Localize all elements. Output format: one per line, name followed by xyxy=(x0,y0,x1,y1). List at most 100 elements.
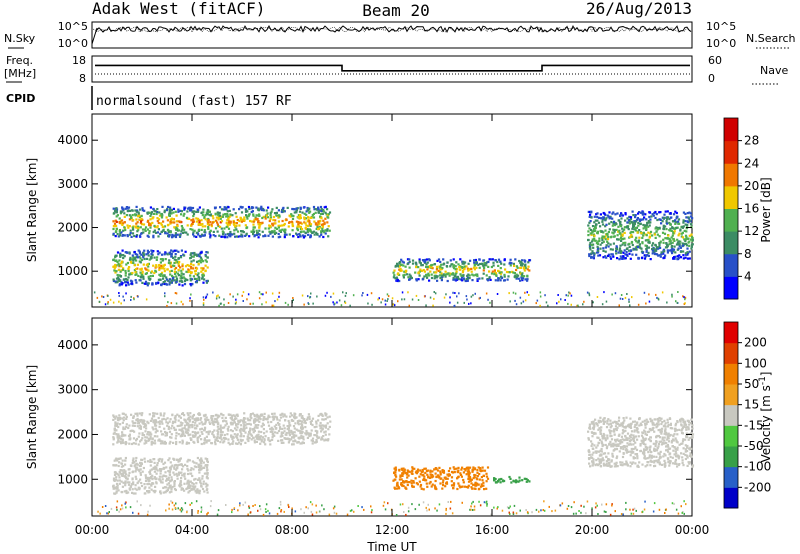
echo-cell xyxy=(499,275,503,278)
echo-cell xyxy=(173,466,176,469)
echo-cell xyxy=(591,225,595,228)
echo-noise-cell xyxy=(648,293,650,296)
echo-cell xyxy=(657,254,660,257)
echo-cell xyxy=(300,420,304,423)
echo-cell xyxy=(314,429,317,432)
echo-cell xyxy=(258,229,261,232)
echo-cell xyxy=(680,429,683,432)
echo-cell xyxy=(675,243,679,246)
echo-cell xyxy=(146,234,149,237)
echo-cell xyxy=(668,243,671,246)
echo-noise-cell xyxy=(514,292,517,295)
echo-cell xyxy=(326,208,329,211)
echo-cell xyxy=(132,492,135,495)
echo-cell xyxy=(169,468,172,471)
echo-cell xyxy=(185,441,189,444)
echo-cell xyxy=(405,473,408,476)
echo-cell xyxy=(198,468,201,471)
echo-cell xyxy=(676,238,679,241)
echo-cell xyxy=(614,213,617,216)
echo-cell xyxy=(626,217,629,220)
echo-cell xyxy=(228,220,231,223)
echo-cell xyxy=(640,250,644,253)
echo-cell xyxy=(144,476,148,479)
echo-cell xyxy=(150,484,153,487)
echo-cell xyxy=(677,234,680,237)
echo-cell xyxy=(200,482,203,485)
echo-cell xyxy=(300,431,303,434)
echo-cell xyxy=(683,229,686,232)
echo-cell xyxy=(479,485,483,488)
echo-cell xyxy=(441,266,444,270)
echo-cell xyxy=(511,270,514,273)
echo-cell xyxy=(168,278,172,281)
echo-cell xyxy=(116,436,119,439)
echo-cell xyxy=(135,477,138,481)
echo-cell xyxy=(162,264,165,267)
echo-cell xyxy=(138,255,141,258)
echo-cell xyxy=(599,213,602,216)
echo-cell xyxy=(128,435,131,438)
echo-cell xyxy=(288,221,291,224)
echo-cell xyxy=(681,459,684,462)
echo-cell xyxy=(427,274,431,277)
echo-cell xyxy=(131,232,135,235)
echo-cell xyxy=(137,443,140,446)
echo-cell xyxy=(240,433,243,436)
echo-cell xyxy=(269,427,272,430)
echo-cell xyxy=(166,207,169,210)
echo-cell xyxy=(237,420,240,423)
echo-cell xyxy=(169,251,172,254)
echo-cell xyxy=(319,212,323,216)
echo-cell xyxy=(136,263,139,266)
echo-cell xyxy=(271,235,274,238)
echo-cell xyxy=(322,223,325,226)
echo-cell xyxy=(288,432,291,435)
echo-cell xyxy=(219,430,223,434)
echo-cell xyxy=(182,465,185,468)
echo-cell xyxy=(124,470,127,473)
echo-cell xyxy=(283,230,286,233)
echo-cell xyxy=(163,474,166,478)
echo-cell xyxy=(617,225,620,228)
echo-cell xyxy=(241,206,244,209)
echo-cell xyxy=(144,430,147,433)
echo-cell xyxy=(181,265,184,268)
echo-cell xyxy=(619,439,622,442)
echo-cell xyxy=(234,442,238,445)
echo-noise-cell xyxy=(107,294,109,297)
cpid-label: CPID xyxy=(6,92,35,105)
echo-cell xyxy=(605,426,609,429)
echo-noise-cell xyxy=(312,302,314,305)
echo-cell xyxy=(177,220,180,223)
echo-cell xyxy=(442,258,445,261)
echo-cell xyxy=(230,417,233,421)
echo-cell xyxy=(115,433,118,436)
echo-noise-cell xyxy=(242,291,245,294)
echo-noise-cell xyxy=(391,297,394,300)
echo-cell xyxy=(449,265,452,268)
echo-noise-cell xyxy=(235,301,237,304)
noise-sky-label: N.Sky xyxy=(4,32,36,45)
echo-cell xyxy=(655,426,658,429)
echo-cell xyxy=(305,433,308,436)
echo-cell xyxy=(629,249,633,252)
echo-cell xyxy=(249,423,252,426)
echo-cell xyxy=(666,216,669,219)
echo-cell xyxy=(606,445,609,448)
echo-cell xyxy=(462,481,465,484)
echo-cell xyxy=(175,440,178,444)
echo-cell xyxy=(593,221,596,224)
echo-cell xyxy=(195,277,198,281)
echo-cell xyxy=(409,276,413,279)
echo-cell xyxy=(274,431,277,434)
echo-cell xyxy=(408,266,411,269)
echo-cell xyxy=(189,253,192,256)
echo-cell xyxy=(188,489,191,493)
echo-cell xyxy=(660,417,663,420)
echo-cell xyxy=(298,413,302,416)
echo-cell xyxy=(458,266,461,269)
echo-cell xyxy=(329,420,332,423)
echo-cell xyxy=(235,215,238,218)
